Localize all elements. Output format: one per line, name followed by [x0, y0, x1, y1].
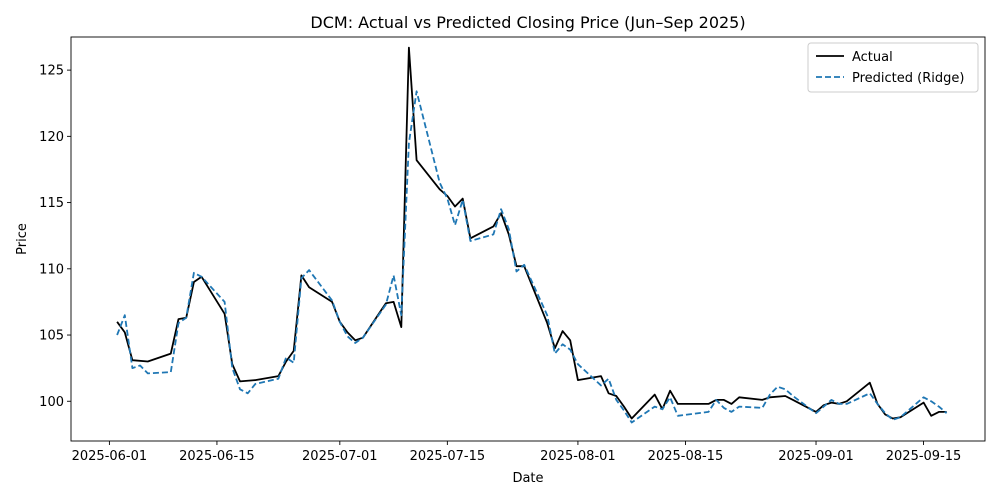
x-tick-label: 2025-09-01 [778, 449, 854, 464]
legend-label-actual: Actual [852, 50, 893, 65]
x-tick-label: 2025-08-15 [648, 449, 724, 464]
legend-label-predicted: Predicted (Ridge) [852, 71, 964, 86]
y-tick-label: 100 [39, 395, 64, 410]
series-line-predicted [116, 90, 948, 424]
legend-box [807, 42, 979, 93]
legend: Actual Predicted (Ridge) [807, 42, 979, 93]
x-tick-label: 2025-07-15 [410, 449, 486, 464]
chart-title: DCM: Actual vs Predicted Closing Price (… [310, 13, 745, 32]
y-tick-label: 120 [39, 130, 64, 145]
x-tick-label: 2025-06-15 [179, 449, 255, 464]
x-axis-label: Date [512, 471, 543, 486]
y-tick-label: 115 [39, 196, 64, 211]
y-axis-label: Price [15, 223, 30, 255]
y-tick-label: 125 [39, 64, 64, 79]
x-tick-label: 2025-08-01 [540, 449, 616, 464]
x-tick-label: 2025-06-01 [72, 449, 148, 464]
y-tick-label: 110 [39, 262, 64, 277]
x-tick-label: 2025-09-15 [886, 449, 962, 464]
x-axis-ticks: 2025-06-01 2025-06-15 2025-07-01 2025-07-15… [72, 441, 962, 464]
plot-area-frame [70, 36, 986, 442]
y-axis-ticks: 100 105 110 115 120 125 [39, 64, 71, 410]
x-tick-label: 2025-07-01 [302, 449, 378, 464]
y-tick-label: 105 [39, 329, 64, 344]
series-layer [116, 46, 948, 424]
